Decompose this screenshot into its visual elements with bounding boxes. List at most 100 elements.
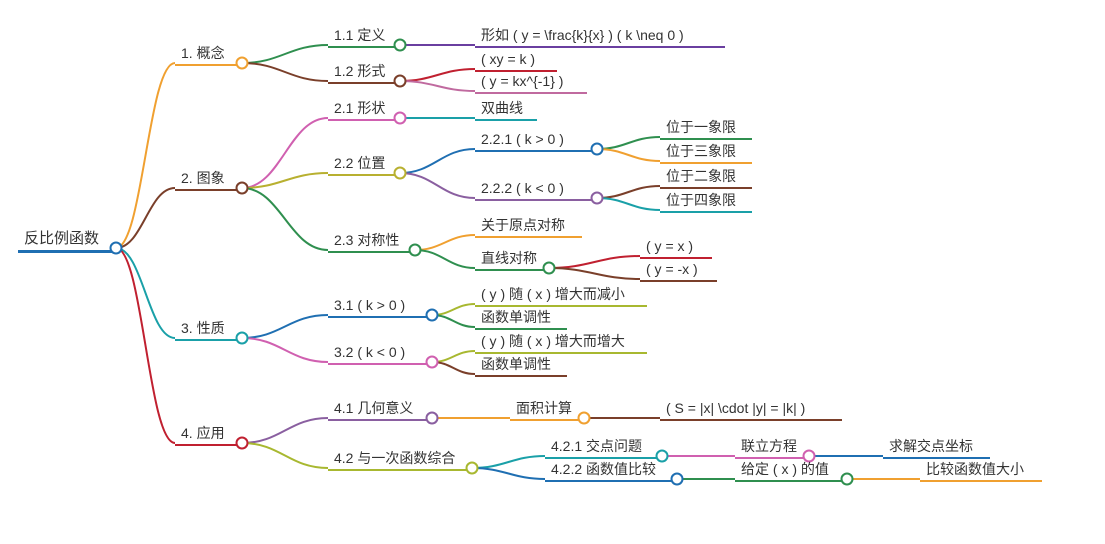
mindmap-node: 给定 ( x ) 的值: [735, 461, 847, 482]
node-label: 联立方程: [741, 438, 797, 454]
mindmap-node: ( y = kx^{-1} ): [475, 73, 587, 94]
branch-dot: [426, 412, 439, 425]
mindmap-node: ( y ) 随 ( x ) 增大而增大: [475, 333, 647, 354]
edge: [549, 256, 640, 268]
node-label: ( S = |x| \cdot |y| = |k| ): [666, 400, 805, 416]
branch-dot: [426, 356, 439, 369]
node-label: ( y = -x ): [646, 261, 698, 277]
mindmap-node: 联立方程: [735, 438, 809, 459]
edge: [242, 63, 328, 81]
node-label: ( y = kx^{-1} ): [481, 73, 563, 89]
branch-dot: [466, 462, 479, 475]
mindmap-node: 4.2.2 函数值比较: [545, 461, 677, 482]
mindmap-node: 函数单调性: [475, 309, 567, 330]
node-label: ( y ) 随 ( x ) 增大而减小: [481, 286, 625, 302]
branch-dot: [578, 412, 591, 425]
edge: [472, 456, 545, 468]
mindmap-node: 3.1 ( k > 0 ): [328, 297, 432, 318]
mindmap-node: 2.2.2 ( k < 0 ): [475, 180, 597, 201]
node-label: 4.2 与一次函数综合: [334, 450, 455, 466]
node-label: 关于原点对称: [481, 217, 565, 233]
mindmap-node: 比较函数值大小: [920, 461, 1042, 482]
edge: [116, 248, 175, 338]
edge: [549, 268, 640, 279]
mindmap-node: 1.2 形式: [328, 63, 400, 84]
mindmap-node: 4.1 几何意义: [328, 400, 432, 421]
root-node: 反比例函数: [18, 230, 116, 253]
edge: [597, 198, 660, 210]
mindmap-node: 2.2.1 ( k > 0 ): [475, 131, 597, 152]
mindmap-node: 1.1 定义: [328, 27, 400, 48]
node-label: 1.1 定义: [334, 27, 385, 43]
node-label: ( y = x ): [646, 238, 693, 254]
node-label: 3.2 ( k < 0 ): [334, 344, 405, 360]
branch-dot: [110, 242, 123, 255]
node-label: 2.2.2 ( k < 0 ): [481, 180, 564, 196]
mindmap-node: ( y = -x ): [640, 261, 717, 282]
node-label: 3.1 ( k > 0 ): [334, 297, 405, 313]
edge: [242, 45, 328, 63]
branch-dot: [394, 112, 407, 125]
edge: [242, 443, 328, 468]
branch-dot: [394, 75, 407, 88]
node-label: ( xy = k ): [481, 51, 535, 67]
branch-dot: [394, 39, 407, 52]
node-label: 4.1 几何意义: [334, 400, 413, 416]
node-label: 2. 图象: [181, 170, 225, 186]
mindmap-node: ( y = x ): [640, 238, 712, 259]
mindmap-node: 2.1 形状: [328, 100, 400, 121]
edge: [597, 149, 660, 161]
node-label: 4.2.1 交点问题: [551, 438, 642, 454]
branch-dot: [236, 437, 249, 450]
node-label: 1. 概念: [181, 45, 225, 61]
mindmap-node: 2.2 位置: [328, 155, 400, 176]
node-label: 比较函数值大小: [926, 461, 1024, 477]
node-label: 位于一象限: [666, 119, 736, 135]
edge: [400, 173, 475, 198]
edge: [597, 186, 660, 198]
node-label: 3. 性质: [181, 320, 225, 336]
branch-dot: [426, 309, 439, 322]
mindmap-node: 3. 性质: [175, 320, 242, 341]
branch-dot: [591, 192, 604, 205]
edge: [242, 338, 328, 362]
edge: [242, 315, 328, 338]
edge: [242, 188, 328, 250]
mindmap-node: 2.3 对称性: [328, 232, 415, 253]
node-label: 2.3 对称性: [334, 232, 399, 248]
node-label: 形如 ( y = \frac{k}{x} ) ( k \neq 0 ): [481, 27, 684, 43]
mindmap-node: ( y ) 随 ( x ) 增大而减小: [475, 286, 647, 307]
edge: [400, 69, 475, 81]
edge: [116, 63, 175, 248]
mindmap-node: 4. 应用: [175, 425, 242, 446]
branch-dot: [543, 262, 556, 275]
edge: [472, 468, 545, 479]
branch-dot: [394, 167, 407, 180]
branch-dot: [841, 473, 854, 486]
mindmap-node: 求解交点坐标: [883, 438, 990, 459]
mindmap-node: 位于一象限: [660, 119, 752, 140]
mindmap-node: 面积计算: [510, 400, 584, 421]
mindmap-node: 位于二象限: [660, 168, 752, 189]
node-label: 2.1 形状: [334, 100, 385, 116]
node-label: 函数单调性: [481, 309, 551, 325]
edge: [242, 418, 328, 443]
edge: [597, 137, 660, 149]
node-label: 给定 ( x ) 的值: [741, 461, 829, 477]
mindmap-node: ( xy = k ): [475, 51, 557, 72]
branch-dot: [591, 143, 604, 156]
mindmap-node: 直线对称: [475, 250, 549, 271]
edge: [415, 235, 475, 250]
node-label: 反比例函数: [24, 230, 99, 247]
node-label: 函数单调性: [481, 356, 551, 372]
mindmap-node: ( S = |x| \cdot |y| = |k| ): [660, 400, 842, 421]
node-label: 2.2 位置: [334, 155, 385, 171]
mindmap-node: 位于三象限: [660, 143, 752, 164]
edge: [432, 362, 475, 374]
mindmap-node: 2. 图象: [175, 170, 242, 191]
node-label: 位于二象限: [666, 168, 736, 184]
mindmap-node: 函数单调性: [475, 356, 567, 377]
edge: [400, 81, 475, 91]
edge: [116, 248, 175, 443]
node-label: ( y ) 随 ( x ) 增大而增大: [481, 333, 625, 349]
